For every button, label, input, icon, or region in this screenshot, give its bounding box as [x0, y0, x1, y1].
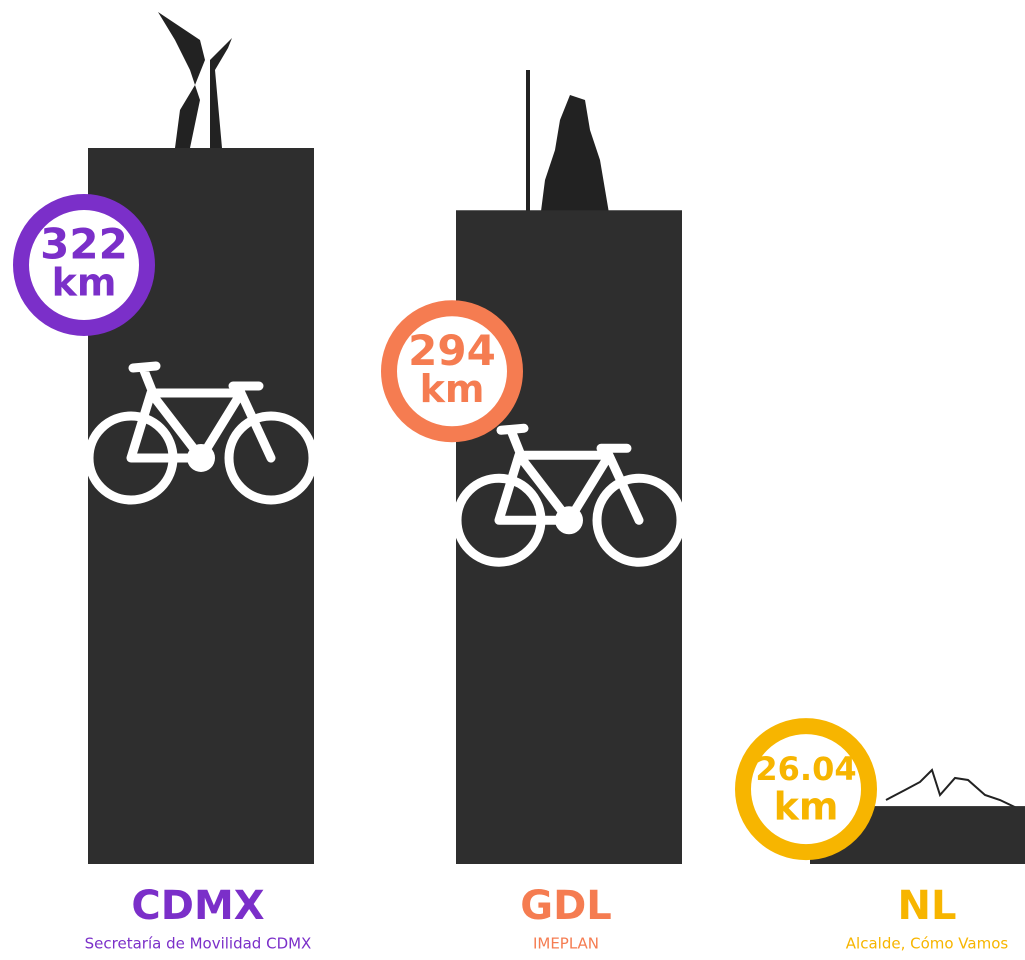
wheel	[592, 473, 686, 567]
category-label: GDL	[520, 883, 612, 929]
value-label: 294	[408, 326, 496, 375]
source-label: Secretaría de Movilidad CDMX	[85, 935, 312, 953]
hub	[555, 506, 583, 535]
value-unit: km	[774, 785, 839, 829]
value-unit: km	[52, 261, 117, 305]
statue-icon	[158, 12, 232, 148]
bike-icon	[84, 361, 318, 505]
value-unit: km	[420, 367, 485, 411]
bike-icon	[452, 423, 686, 567]
wheel	[224, 411, 318, 505]
statue	[158, 12, 232, 148]
value-label: 322	[40, 220, 128, 269]
source-label: IMEPLAN	[533, 935, 599, 953]
category-label: CDMX	[131, 883, 264, 929]
spear	[526, 70, 530, 220]
category-label: NL	[898, 883, 957, 929]
value-label: 26.04	[755, 750, 856, 788]
statue	[540, 95, 610, 219]
value-badge	[13, 194, 155, 336]
bar	[456, 210, 682, 864]
value-badge	[381, 300, 523, 443]
value-badge	[735, 718, 877, 861]
source-label: Alcalde, Cómo Vamos	[846, 935, 1009, 953]
hub	[187, 444, 215, 472]
statue-icon	[526, 70, 610, 220]
mountain-line	[885, 768, 1025, 813]
